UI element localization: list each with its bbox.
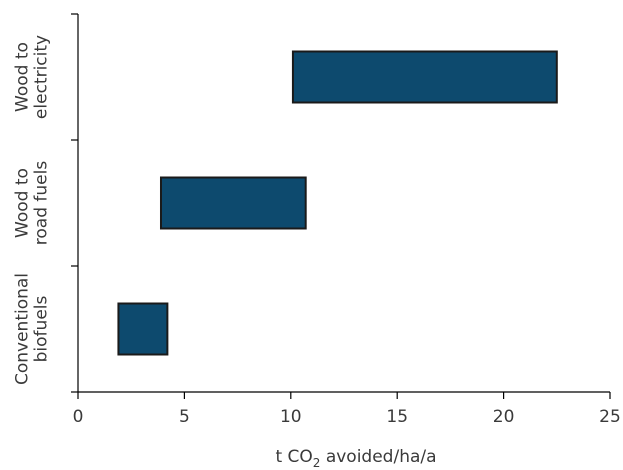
x-tick-label: 20	[493, 407, 515, 427]
axes-layer	[71, 13, 611, 399]
bar-conventional-biofuels	[117, 302, 169, 356]
labels-layer: 0 5 10 15 20 25 Wood toelectricity Wood toroad …	[13, 35, 621, 470]
x-tick-label: 10	[280, 407, 302, 427]
category-label-wood-to-electricity: Wood toelectricity	[13, 35, 52, 119]
x-tick-label: 5	[179, 407, 190, 427]
category-label-wood-to-road-fuels: Wood toroad fuels	[13, 161, 52, 246]
category-label-conventional-biofuels: Conventionalbiofuels	[13, 273, 52, 385]
x-tick-label: 15	[386, 407, 408, 427]
bar-wood-to-road-fuels	[159, 176, 307, 230]
x-tick-label: 25	[599, 407, 621, 427]
x-axis-title: t CO2 avoided/ha/a	[275, 447, 436, 470]
x-tick-label: 0	[73, 407, 84, 427]
bars-layer	[117, 50, 558, 356]
bar-wood-to-electricity	[291, 50, 558, 104]
